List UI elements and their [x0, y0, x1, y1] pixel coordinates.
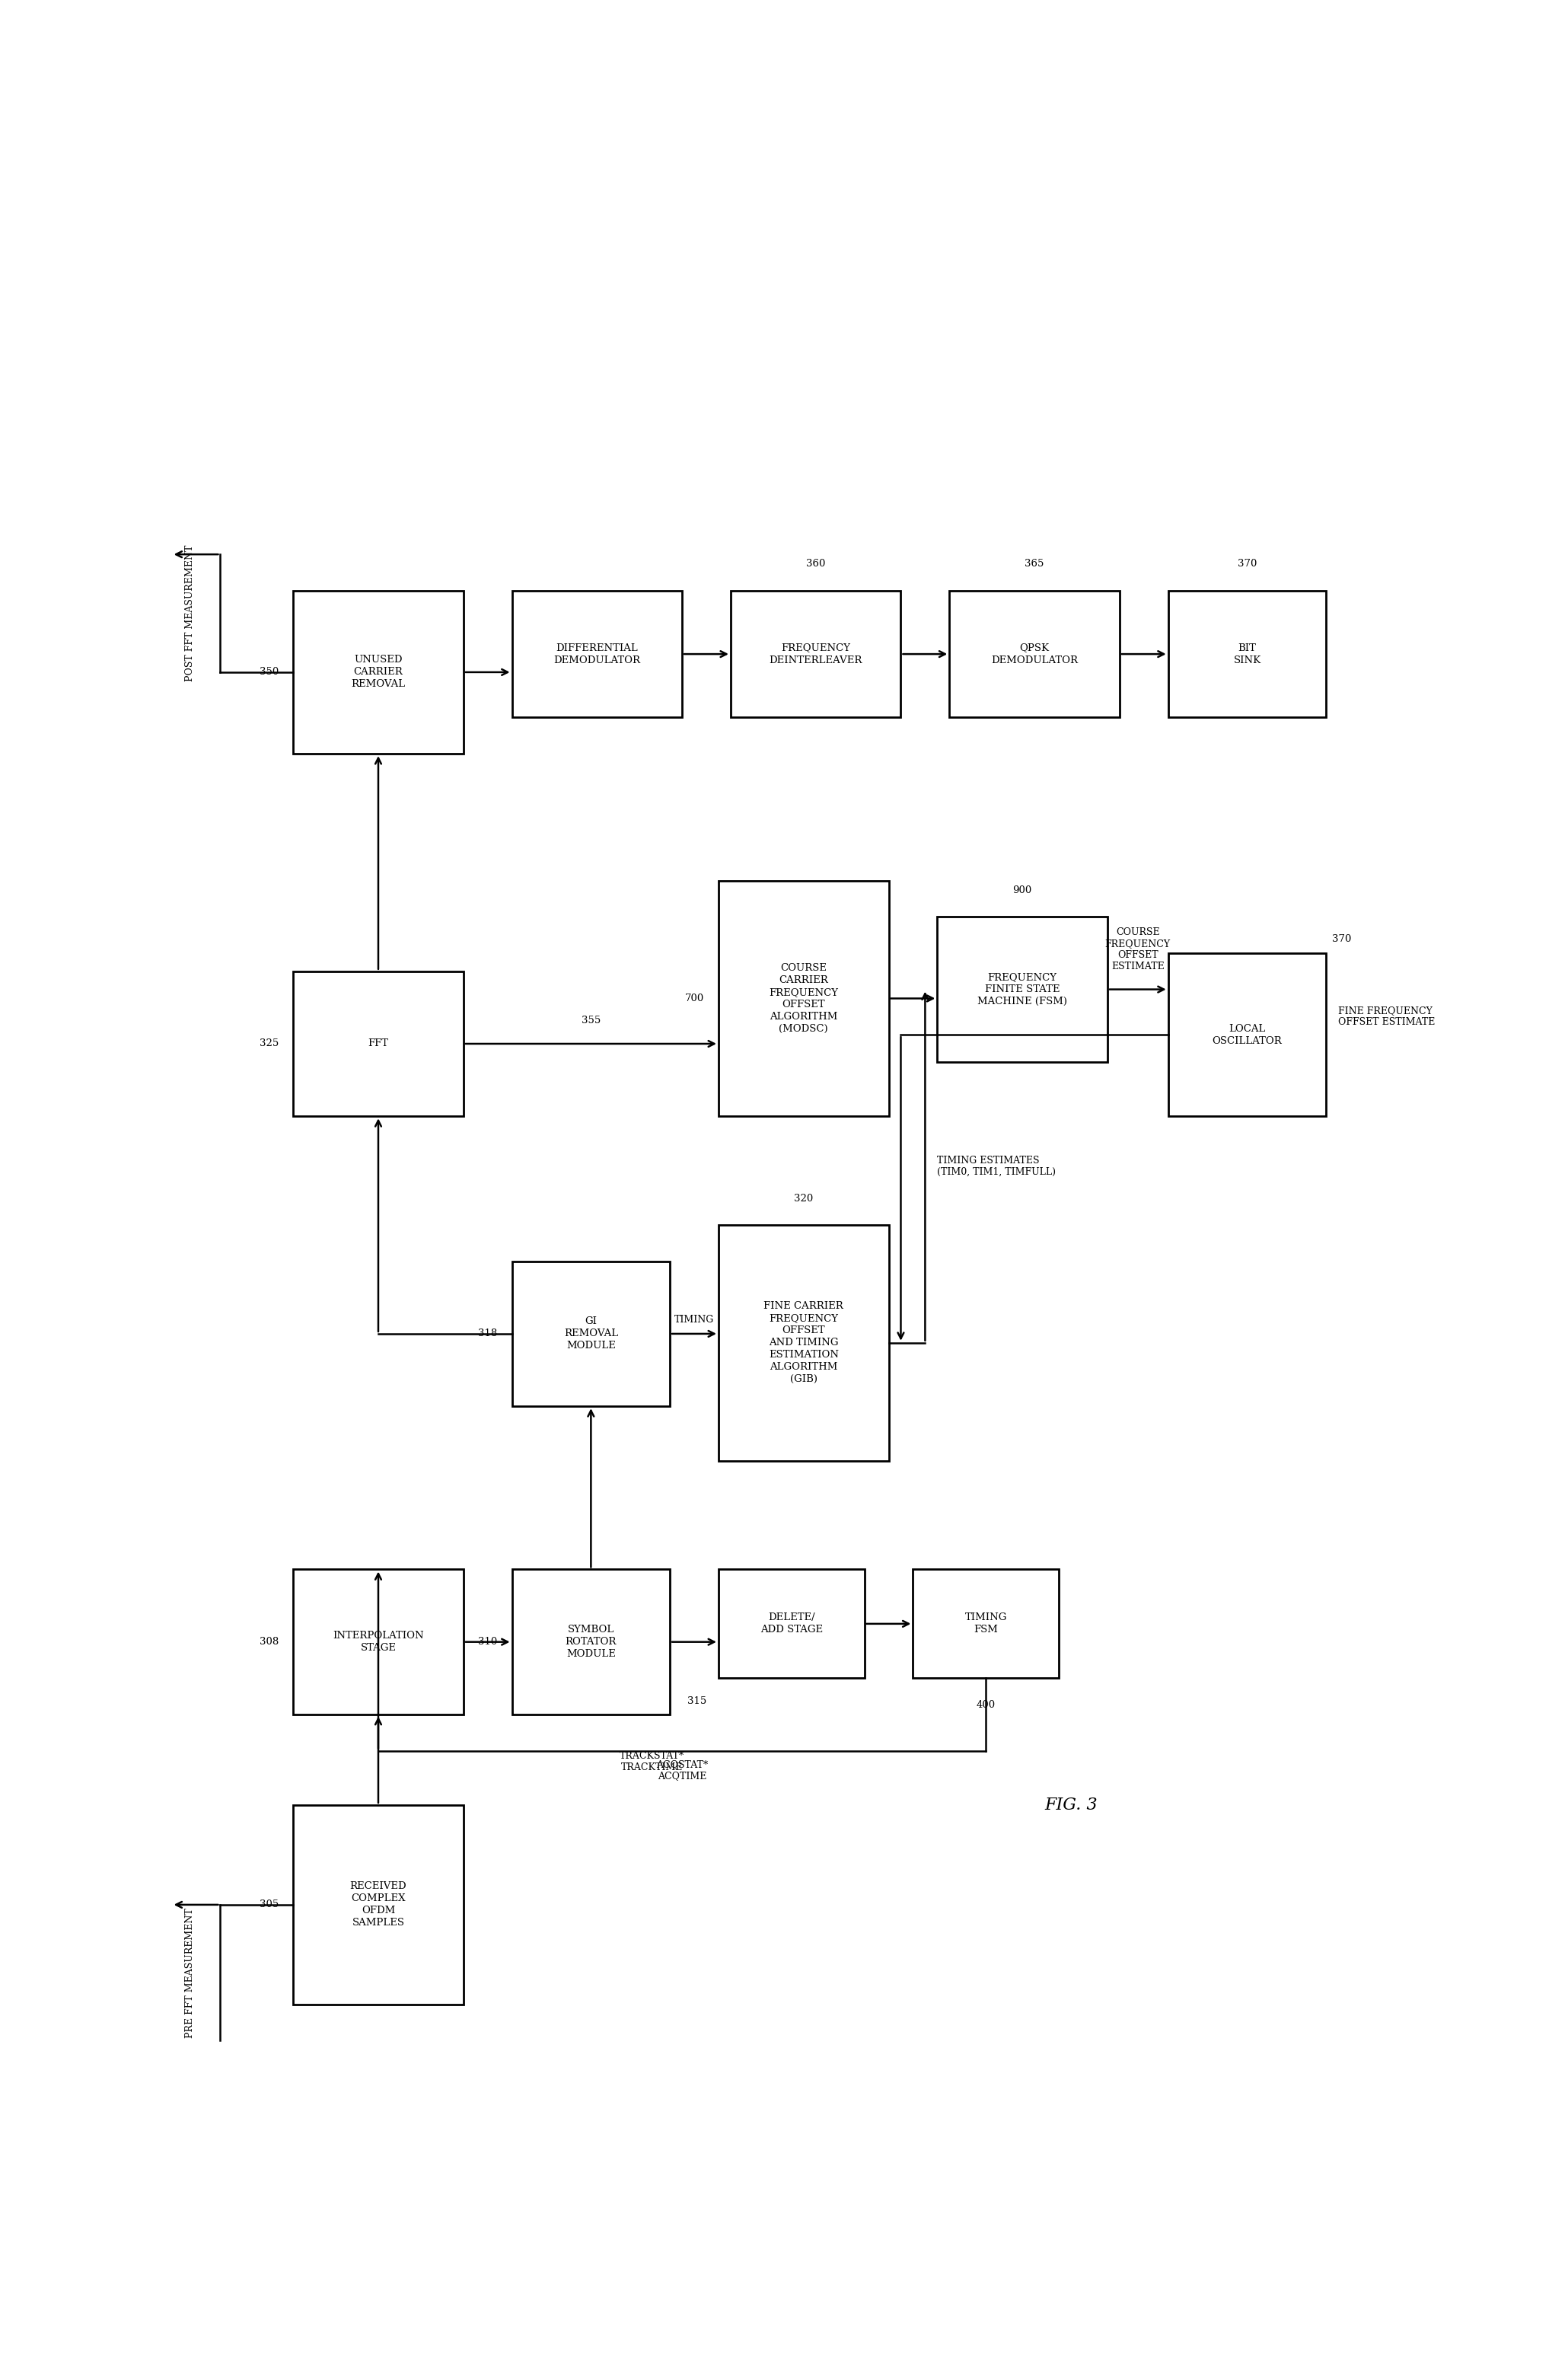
Bar	[293, 972, 464, 1116]
Text: SYMBOL
ROTATOR
MODULE: SYMBOL ROTATOR MODULE	[566, 1624, 616, 1660]
Text: 355: 355	[582, 1015, 601, 1026]
Text: FINE CARRIER
FREQUENCY
OFFSET
AND TIMING
ESTIMATION
ALGORITHM
(GIB): FINE CARRIER FREQUENCY OFFSET AND TIMING…	[764, 1302, 844, 1384]
Bar	[913, 1570, 1058, 1678]
Text: TRACKSTAT*
TRACKTIME: TRACKSTAT* TRACKTIME	[619, 1751, 684, 1773]
Bar	[1168, 953, 1327, 1116]
Text: 320: 320	[793, 1193, 814, 1203]
Bar	[511, 591, 682, 718]
Text: TIMING: TIMING	[674, 1316, 713, 1325]
Text: 318: 318	[478, 1328, 497, 1339]
Text: 310: 310	[478, 1636, 497, 1648]
Text: 325: 325	[259, 1038, 279, 1050]
Text: DELETE/
ADD STAGE: DELETE/ ADD STAGE	[760, 1612, 823, 1634]
Bar	[511, 1570, 670, 1714]
Text: INTERPOLATION
STAGE: INTERPOLATION STAGE	[332, 1631, 423, 1653]
Text: LOCAL
OSCILLATOR: LOCAL OSCILLATOR	[1212, 1024, 1283, 1045]
Text: 700: 700	[685, 993, 704, 1003]
Text: PRE FFT MEASUREMENT: PRE FFT MEASUREMENT	[185, 1907, 194, 2039]
Bar	[293, 591, 464, 753]
Text: BIT
SINK: BIT SINK	[1234, 643, 1261, 666]
Bar	[1168, 591, 1327, 718]
Bar	[731, 591, 902, 718]
Text: 900: 900	[1013, 885, 1032, 895]
Text: TIMING ESTIMATES
(TIM0, TIM1, TIMFULL): TIMING ESTIMATES (TIM0, TIM1, TIMFULL)	[938, 1156, 1055, 1177]
Bar	[718, 1570, 864, 1678]
Text: GI
REMOVAL
MODULE: GI REMOVAL MODULE	[564, 1316, 618, 1351]
Text: FIG. 3: FIG. 3	[1044, 1796, 1098, 1813]
Text: FFT: FFT	[368, 1038, 389, 1050]
Bar	[718, 1224, 889, 1459]
Bar	[293, 1806, 464, 2006]
Text: 350: 350	[259, 666, 279, 678]
Text: COURSE
CARRIER
FREQUENCY
OFFSET
ALGORITHM
(MODSC): COURSE CARRIER FREQUENCY OFFSET ALGORITH…	[768, 963, 839, 1033]
Text: ACQSTAT*
ACQTIME: ACQSTAT* ACQTIME	[655, 1761, 709, 1782]
Text: 308: 308	[259, 1636, 279, 1648]
Text: DIFFERENTIAL
DEMODULATOR: DIFFERENTIAL DEMODULATOR	[554, 643, 640, 666]
Text: UNUSED
CARRIER
REMOVAL: UNUSED CARRIER REMOVAL	[351, 654, 406, 690]
Text: 360: 360	[806, 558, 825, 570]
Text: 370: 370	[1333, 935, 1352, 944]
Text: RECEIVED
COMPLEX
OFDM
SAMPLES: RECEIVED COMPLEX OFDM SAMPLES	[350, 1881, 406, 1928]
Text: POST FFT MEASUREMENT: POST FFT MEASUREMENT	[185, 546, 194, 683]
Bar	[511, 1262, 670, 1405]
Text: 370: 370	[1237, 558, 1258, 570]
Bar	[293, 1570, 464, 1714]
Text: COURSE
FREQUENCY
OFFSET
ESTIMATE: COURSE FREQUENCY OFFSET ESTIMATE	[1105, 927, 1171, 972]
Text: FREQUENCY
FINITE STATE
MACHINE (FSM): FREQUENCY FINITE STATE MACHINE (FSM)	[977, 972, 1068, 1008]
Bar	[949, 591, 1120, 718]
Text: 400: 400	[977, 1700, 996, 1709]
Text: FREQUENCY
DEINTERLEAVER: FREQUENCY DEINTERLEAVER	[770, 643, 862, 666]
Text: 365: 365	[1025, 558, 1044, 570]
Text: FINE FREQUENCY
OFFSET ESTIMATE: FINE FREQUENCY OFFSET ESTIMATE	[1339, 1005, 1435, 1026]
Text: TIMING
FSM: TIMING FSM	[964, 1612, 1007, 1634]
Text: 305: 305	[259, 1900, 279, 1909]
Text: 315: 315	[687, 1697, 706, 1707]
Bar	[938, 918, 1107, 1062]
Bar	[718, 880, 889, 1116]
Text: QPSK
DEMODULATOR: QPSK DEMODULATOR	[991, 643, 1077, 666]
